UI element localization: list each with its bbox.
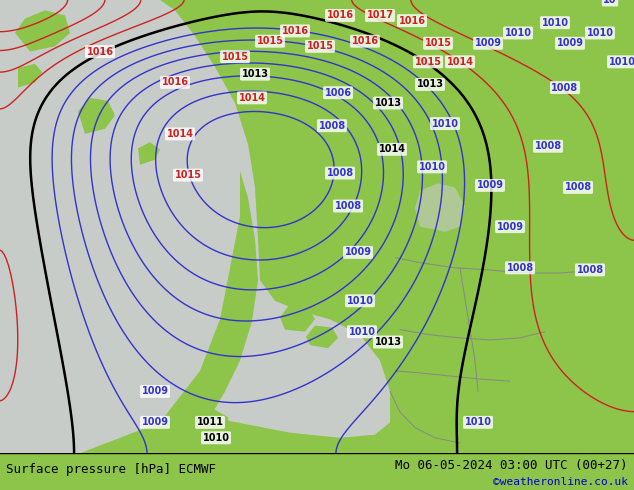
Text: 1016: 1016 — [351, 36, 378, 46]
Text: Surface pressure [hPa] ECMWF: Surface pressure [hPa] ECMWF — [6, 463, 216, 476]
Text: 1015: 1015 — [306, 41, 333, 51]
Text: 1015: 1015 — [174, 170, 202, 180]
Polygon shape — [138, 142, 160, 165]
Text: 1014: 1014 — [238, 93, 266, 103]
Polygon shape — [18, 64, 42, 88]
Text: 1015: 1015 — [415, 57, 441, 67]
Polygon shape — [280, 304, 315, 332]
Text: 1016: 1016 — [281, 26, 309, 36]
Text: 1016: 1016 — [162, 77, 188, 87]
Text: 1010: 1010 — [609, 57, 634, 67]
Text: 1009: 1009 — [557, 38, 583, 48]
Text: 1013: 1013 — [242, 69, 269, 79]
Text: 1010: 1010 — [586, 28, 614, 38]
Text: 1010: 1010 — [505, 28, 531, 38]
Polygon shape — [155, 0, 390, 438]
Text: 1016: 1016 — [86, 47, 113, 56]
Text: 1015: 1015 — [257, 36, 283, 46]
Text: 1008: 1008 — [576, 265, 604, 275]
Text: 1015: 1015 — [221, 51, 249, 62]
Text: 1011: 1011 — [197, 417, 224, 427]
Text: 1008: 1008 — [327, 168, 354, 178]
Text: 1015: 1015 — [425, 38, 451, 48]
Text: 1013: 1013 — [375, 98, 401, 108]
Text: ©weatheronline.co.uk: ©weatheronline.co.uk — [493, 477, 628, 487]
Text: 1010: 1010 — [347, 296, 373, 306]
Polygon shape — [306, 325, 338, 348]
Text: 1016: 1016 — [327, 10, 354, 21]
Text: 1014: 1014 — [446, 57, 474, 67]
Text: 1010: 1010 — [349, 327, 375, 337]
Polygon shape — [15, 10, 70, 51]
Text: 1009: 1009 — [141, 387, 169, 396]
Text: 1006: 1006 — [325, 88, 351, 98]
Text: 1009: 1009 — [474, 38, 501, 48]
Text: 1016: 1016 — [399, 16, 425, 25]
Text: 1008: 1008 — [534, 141, 562, 151]
Polygon shape — [172, 407, 230, 445]
Text: 1017: 1017 — [366, 10, 394, 21]
Text: 1008: 1008 — [335, 201, 361, 211]
Text: 1010: 1010 — [418, 162, 446, 172]
Text: 1013: 1013 — [375, 337, 401, 347]
Text: 1010: 1010 — [541, 18, 569, 27]
Polygon shape — [78, 98, 115, 134]
Text: 1014: 1014 — [378, 145, 406, 154]
Text: 1010: 1010 — [432, 119, 458, 128]
Text: 1010: 1010 — [465, 417, 491, 427]
Text: 1009: 1009 — [344, 247, 372, 257]
Text: 1009: 1009 — [496, 221, 524, 232]
Text: 1008: 1008 — [552, 82, 579, 93]
Polygon shape — [415, 183, 465, 232]
Text: 1013: 1013 — [417, 79, 444, 90]
Polygon shape — [0, 0, 240, 453]
Text: 1008: 1008 — [507, 263, 534, 273]
Text: 1014: 1014 — [167, 129, 193, 139]
Text: 1008: 1008 — [564, 182, 592, 193]
Text: 1008: 1008 — [318, 121, 346, 131]
Text: 1009: 1009 — [477, 180, 503, 191]
Text: 10: 10 — [603, 0, 617, 5]
Text: 1010: 1010 — [202, 433, 230, 443]
Text: Mo 06-05-2024 03:00 UTC (00+27): Mo 06-05-2024 03:00 UTC (00+27) — [395, 459, 628, 471]
Text: 1009: 1009 — [141, 417, 169, 427]
